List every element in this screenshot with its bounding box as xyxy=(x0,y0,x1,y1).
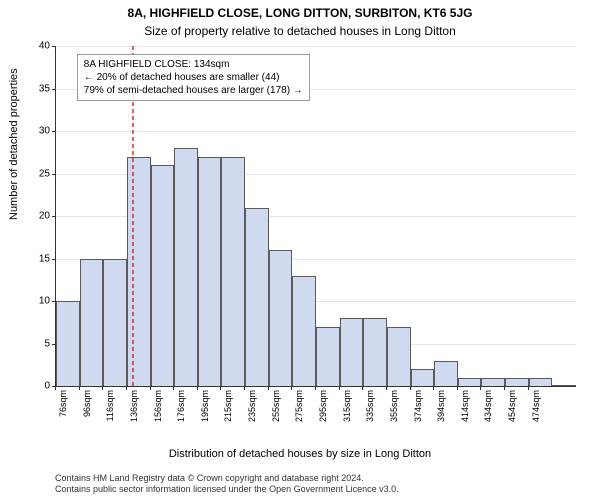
gridline xyxy=(56,46,576,47)
ytick-label: 5 xyxy=(44,338,50,349)
xtick-mark xyxy=(150,386,151,390)
footer-line2: Contains public sector information licen… xyxy=(55,484,399,496)
histogram-bar xyxy=(552,385,576,386)
xtick-label: 235sqm xyxy=(247,390,257,422)
ytick-label: 30 xyxy=(39,126,50,137)
xtick-mark xyxy=(220,386,221,390)
histogram-bar xyxy=(387,327,411,387)
histogram-bar xyxy=(340,318,364,386)
ytick-label: 10 xyxy=(39,296,50,307)
annotation-line: ← 20% of detached houses are smaller (44… xyxy=(84,71,303,84)
xtick-mark xyxy=(457,386,458,390)
xtick-label: 315sqm xyxy=(342,390,352,422)
xtick-label: 76sqm xyxy=(58,390,68,417)
ytick-label: 0 xyxy=(44,381,50,392)
xtick-mark xyxy=(339,386,340,390)
xtick-label: 295sqm xyxy=(318,390,328,422)
xtick-mark xyxy=(197,386,198,390)
histogram-bar xyxy=(363,318,387,386)
histogram-bar xyxy=(316,327,340,387)
xtick-label: 335sqm xyxy=(365,390,375,422)
xtick-label: 215sqm xyxy=(223,390,233,422)
annotation-box: 8A HIGHFIELD CLOSE: 134sqm← 20% of detac… xyxy=(77,54,310,101)
xtick-label: 374sqm xyxy=(413,390,423,422)
histogram-bar xyxy=(292,276,316,387)
xtick-mark xyxy=(55,386,56,390)
xtick-label: 176sqm xyxy=(176,390,186,422)
x-axis-label: Distribution of detached houses by size … xyxy=(0,448,600,460)
histogram-bar xyxy=(529,378,553,387)
xtick-mark xyxy=(480,386,481,390)
histogram-bar xyxy=(434,361,458,387)
gridline xyxy=(56,131,576,132)
histogram-bar xyxy=(245,208,269,387)
xtick-mark xyxy=(268,386,269,390)
histogram-bar xyxy=(103,259,127,387)
histogram-bar xyxy=(198,157,222,387)
annotation-line: 8A HIGHFIELD CLOSE: 134sqm xyxy=(84,58,303,71)
footer-attribution: Contains HM Land Registry data © Crown c… xyxy=(55,473,399,496)
xtick-label: 434sqm xyxy=(483,390,493,422)
ytick-label: 40 xyxy=(39,41,50,52)
xtick-mark xyxy=(362,386,363,390)
histogram-bar xyxy=(458,378,482,387)
ytick-mark xyxy=(52,216,56,217)
xtick-label: 195sqm xyxy=(200,390,210,422)
ytick-label: 35 xyxy=(39,83,50,94)
xtick-label: 454sqm xyxy=(507,390,517,422)
ytick-label: 25 xyxy=(39,168,50,179)
xtick-mark xyxy=(315,386,316,390)
ytick-mark xyxy=(52,131,56,132)
xtick-mark xyxy=(433,386,434,390)
xtick-mark xyxy=(528,386,529,390)
ytick-mark xyxy=(52,46,56,47)
title-line1: 8A, HIGHFIELD CLOSE, LONG DITTON, SURBIT… xyxy=(0,6,600,20)
xtick-mark xyxy=(102,386,103,390)
footer-line1: Contains HM Land Registry data © Crown c… xyxy=(55,473,399,485)
histogram-bar xyxy=(80,259,104,387)
xtick-mark xyxy=(79,386,80,390)
xtick-mark xyxy=(291,386,292,390)
plot-area: 8A HIGHFIELD CLOSE: 134sqm← 20% of detac… xyxy=(55,46,576,387)
xtick-mark xyxy=(386,386,387,390)
xtick-label: 355sqm xyxy=(389,390,399,422)
xtick-label: 275sqm xyxy=(294,390,304,422)
xtick-mark xyxy=(244,386,245,390)
title-line2: Size of property relative to detached ho… xyxy=(0,24,600,38)
histogram-bar xyxy=(151,165,175,386)
xtick-label: 474sqm xyxy=(531,390,541,422)
ytick-mark xyxy=(52,89,56,90)
annotation-line: 79% of semi-detached houses are larger (… xyxy=(84,84,303,97)
xtick-mark xyxy=(504,386,505,390)
xtick-mark xyxy=(410,386,411,390)
histogram-bar xyxy=(221,157,245,387)
xtick-label: 414sqm xyxy=(460,390,470,422)
y-axis-label: Number of detached properties xyxy=(8,68,20,220)
histogram-bar xyxy=(56,301,80,386)
chart-plot: 8A HIGHFIELD CLOSE: 134sqm← 20% of detac… xyxy=(55,46,575,386)
xtick-mark xyxy=(173,386,174,390)
histogram-bar xyxy=(127,157,151,387)
histogram-bar xyxy=(269,250,293,386)
histogram-bar xyxy=(411,369,435,386)
ytick-label: 20 xyxy=(39,211,50,222)
ytick-label: 15 xyxy=(39,253,50,264)
histogram-bar xyxy=(174,148,198,386)
xtick-label: 394sqm xyxy=(436,390,446,422)
ytick-mark xyxy=(52,259,56,260)
xtick-label: 255sqm xyxy=(271,390,281,422)
xtick-label: 156sqm xyxy=(153,390,163,422)
chart-container: 8A, HIGHFIELD CLOSE, LONG DITTON, SURBIT… xyxy=(0,0,600,500)
ytick-mark xyxy=(52,174,56,175)
xtick-label: 96sqm xyxy=(82,390,92,417)
xtick-mark xyxy=(126,386,127,390)
histogram-bar xyxy=(505,378,529,387)
xtick-label: 116sqm xyxy=(105,390,115,421)
xtick-label: 136sqm xyxy=(129,390,139,422)
histogram-bar xyxy=(481,378,505,387)
